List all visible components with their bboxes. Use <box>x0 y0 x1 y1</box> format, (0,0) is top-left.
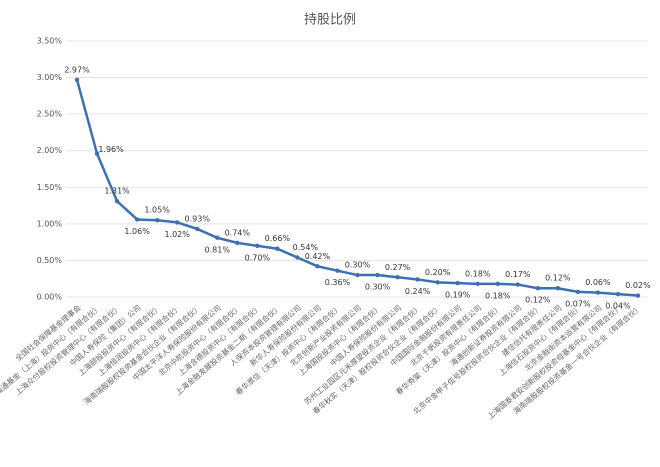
value-label: 0.12% <box>525 296 551 305</box>
point <box>134 217 140 222</box>
value-label: 0.06% <box>585 278 611 287</box>
value-label: 0.27% <box>385 263 411 272</box>
point <box>355 272 360 278</box>
value-label: 0.30% <box>365 283 391 292</box>
value-label: 1.31% <box>104 187 130 196</box>
y-tick-label: 0.00% <box>37 293 63 302</box>
point <box>315 264 320 269</box>
point <box>275 246 280 251</box>
value-label: 0.81% <box>205 245 231 254</box>
value-label: 0.24% <box>405 287 431 296</box>
point <box>94 151 100 156</box>
point <box>74 77 80 82</box>
point <box>195 226 200 232</box>
y-tick-label: 0.50% <box>37 256 63 265</box>
chart-title: 持股比例 <box>304 13 356 28</box>
value-label: 0.18% <box>465 269 491 278</box>
value-label: 0.17% <box>505 270 531 279</box>
point <box>515 282 520 287</box>
value-label: 0.70% <box>245 253 271 262</box>
value-label: 0.20% <box>425 268 451 277</box>
y-tick-label: 2.50% <box>37 110 63 119</box>
value-label: 0.02% <box>625 281 651 290</box>
point <box>174 220 180 225</box>
value-label: 0.93% <box>185 214 211 223</box>
point <box>455 280 460 286</box>
value-label: 0.42% <box>305 252 331 261</box>
value-label: 1.96% <box>98 145 124 154</box>
point <box>475 281 480 287</box>
point <box>415 277 420 282</box>
point <box>435 280 440 285</box>
point <box>114 198 120 204</box>
y-tick-label: 1.50% <box>37 183 63 192</box>
point <box>555 286 561 291</box>
point <box>235 240 240 246</box>
point <box>335 268 340 273</box>
y-tick-label: 1.00% <box>37 219 63 228</box>
value-label: 0.36% <box>325 278 351 287</box>
point <box>375 272 380 278</box>
value-label: 0.54% <box>293 243 319 252</box>
point <box>255 243 260 248</box>
point <box>154 218 160 223</box>
point <box>215 235 220 240</box>
value-label: 0.74% <box>225 228 251 237</box>
point <box>615 291 621 297</box>
value-label: 0.12% <box>545 274 571 283</box>
point <box>535 286 541 291</box>
y-tick-label: 2.00% <box>37 146 63 155</box>
value-label: 0.18% <box>485 291 511 300</box>
point <box>395 275 400 280</box>
point <box>495 281 500 287</box>
value-label: 1.05% <box>144 206 170 215</box>
point <box>595 290 601 295</box>
point <box>575 289 581 295</box>
value-label: 0.04% <box>605 302 631 311</box>
point <box>635 293 641 298</box>
point <box>295 255 300 260</box>
value-label: 2.97% <box>64 65 90 74</box>
value-label: 1.06% <box>124 227 150 236</box>
value-label: 0.07% <box>565 299 591 308</box>
y-tick-label: 3.50% <box>37 37 63 46</box>
value-label: 0.66% <box>265 234 291 243</box>
y-tick-label: 3.00% <box>37 73 63 82</box>
value-label: 0.19% <box>445 291 471 300</box>
value-label: 1.02% <box>164 230 190 239</box>
value-label: 0.30% <box>345 261 371 270</box>
